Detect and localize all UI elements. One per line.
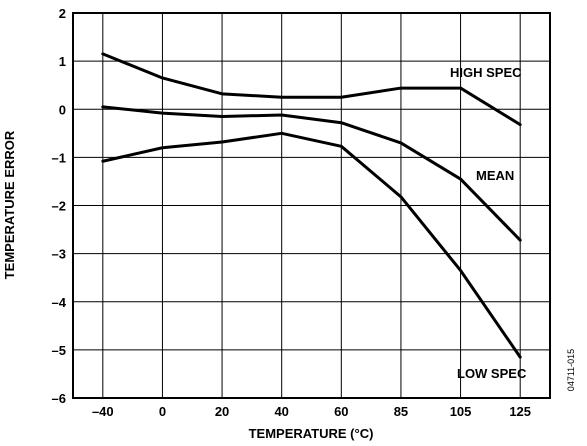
x-tick-label: 60 xyxy=(334,404,348,419)
y-tick-label: –4 xyxy=(52,295,67,310)
y-tick-label: –3 xyxy=(52,247,66,262)
x-tick-label: 0 xyxy=(159,404,166,419)
y-axis-title: TEMPERATURE ERROR xyxy=(2,130,17,279)
x-tick-label: 125 xyxy=(509,404,531,419)
y-tick-label: 0 xyxy=(59,102,66,117)
series-label-high-spec: HIGH SPEC xyxy=(450,65,522,80)
x-axis-title: TEMPERATURE (°C) xyxy=(249,426,374,441)
y-tick-label: –5 xyxy=(52,343,66,358)
x-tick-labels: –40 0 20 40 60 85 105 125 xyxy=(92,404,531,419)
y-tick-label: 1 xyxy=(59,54,66,69)
x-tick-label: 105 xyxy=(450,404,472,419)
series-line-mean xyxy=(101,105,522,242)
figure-id: 04711-015 xyxy=(566,349,576,391)
series-label-low-spec: LOW SPEC xyxy=(457,366,527,381)
series-line-high-spec xyxy=(101,52,522,127)
x-tick-label: 40 xyxy=(274,404,288,419)
x-tick-label: –40 xyxy=(92,404,114,419)
y-tick-label: 2 xyxy=(59,6,66,21)
y-tick-label: –2 xyxy=(52,199,66,214)
series-label-mean: MEAN xyxy=(476,168,514,183)
plot-frame xyxy=(72,12,551,399)
x-tick-label: 85 xyxy=(394,404,408,419)
series-line-low-spec xyxy=(101,131,522,359)
x-tick-label: 20 xyxy=(215,404,229,419)
y-tick-labels: 2 1 0 –1 –2 –3 –4 –5 –6 xyxy=(52,6,67,406)
series-lines xyxy=(101,52,522,359)
grid-lines xyxy=(73,13,550,398)
y-tick-label: –1 xyxy=(52,150,66,165)
y-tick-label: –6 xyxy=(52,391,66,406)
